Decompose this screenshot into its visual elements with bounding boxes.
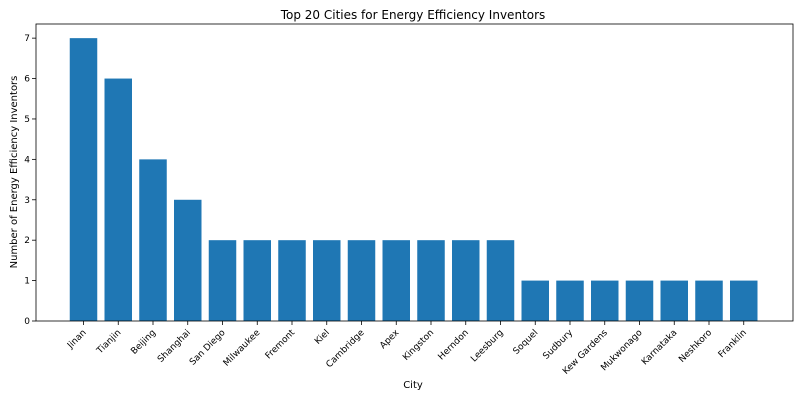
x-tick-label: Franklin: [717, 328, 749, 360]
x-tick-label: Milwaukee: [222, 328, 263, 369]
bar-apex: [383, 240, 411, 321]
bar-karnataka: [661, 281, 689, 321]
bar-fremont: [278, 240, 306, 321]
y-tick-label: 3: [24, 196, 30, 206]
y-tick-label: 7: [24, 34, 30, 44]
bar-sudbury: [556, 281, 584, 321]
bar-leesburg: [487, 240, 515, 321]
x-tick-label: Kingston: [401, 328, 436, 363]
bar-jinan: [70, 38, 98, 321]
bar-milwaukee: [244, 240, 272, 321]
x-tick-label: Leesburg: [469, 328, 505, 364]
bar-kiel: [313, 240, 341, 321]
y-tick-label: 1: [24, 277, 30, 287]
y-axis: 0 1 2 3 4 5 6 7: [24, 34, 36, 327]
bar-kew-gardens: [591, 281, 619, 321]
x-tick-label: Neshkoro: [677, 328, 714, 365]
bar-neshkoro: [695, 281, 723, 321]
x-tick-label: Jinan: [65, 328, 88, 351]
x-tick-label: Sudbury: [541, 328, 575, 362]
bar-herndon: [452, 240, 480, 321]
x-tick-label: Apex: [378, 328, 402, 352]
bar-shanghai: [174, 200, 202, 321]
bar-san-diego: [209, 240, 237, 321]
x-tick-label: Tianjin: [95, 328, 124, 357]
y-axis-label: Number of Energy Efficiency Inventors: [9, 76, 20, 269]
y-tick-label: 0: [24, 317, 30, 327]
bar-franklin: [730, 281, 758, 321]
bar-tianjin: [105, 79, 133, 321]
y-tick-label: 5: [24, 115, 30, 125]
bars-group: [70, 38, 758, 321]
y-tick-label: 2: [24, 236, 30, 246]
x-tick-label: Kiel: [313, 328, 332, 347]
x-tick-label: Soquel: [512, 328, 541, 357]
x-axis: JinanTianjinBeijingShanghaiSan DiegoMilw…: [65, 321, 749, 377]
x-tick-label: Karnataka: [640, 328, 679, 367]
x-tick-label: Fremont: [264, 328, 298, 362]
y-tick-label: 6: [24, 75, 30, 85]
y-tick-label: 4: [24, 155, 30, 165]
x-tick-label: Shanghai: [156, 328, 193, 365]
x-tick-label: Cambridge: [325, 328, 367, 370]
x-tick-label: Beijing: [129, 328, 158, 357]
x-tick-label: Herndon: [437, 328, 471, 362]
bar-kingston: [417, 240, 445, 321]
bar-cambridge: [348, 240, 376, 321]
chart-title: Top 20 Cities for Energy Efficiency Inve…: [280, 8, 546, 22]
bar-soquel: [522, 281, 550, 321]
x-axis-label: City: [403, 380, 423, 391]
bar-beijing: [139, 159, 167, 321]
bar-mukwonago: [626, 281, 654, 321]
